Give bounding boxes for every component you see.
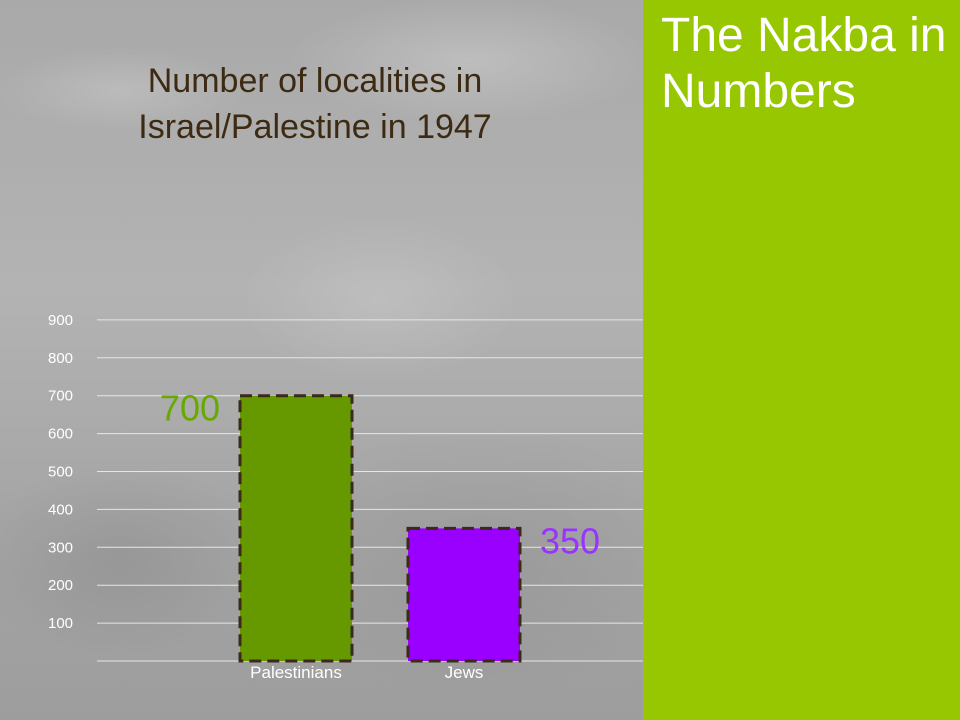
chart-title: Number of localities in Israel/Palestine… — [138, 62, 492, 146]
y-tick-label: 700 — [48, 388, 73, 405]
y-tick-label: 100 — [48, 615, 73, 632]
grid-layer — [97, 319, 643, 662]
x-tick-label: Palestinians — [250, 663, 342, 682]
sidebar-panel — [643, 0, 960, 720]
y-tick-label: 400 — [48, 501, 73, 518]
y-tick-label: 300 — [48, 539, 73, 556]
data-label: 700 — [160, 388, 220, 429]
y-axis-ticks: 100 200 300 400 500 600 700 800 900 — [48, 312, 73, 632]
x-tick-label: Jews — [445, 663, 484, 682]
slide-title: The Nakba in Numbers — [661, 9, 947, 118]
bar-jews — [406, 526, 522, 663]
bar-layer — [238, 394, 522, 663]
y-tick-label: 600 — [48, 426, 73, 443]
label-layer: Palestinians 700 Jews 350 — [160, 388, 600, 682]
y-tick-label: 200 — [48, 577, 73, 594]
y-tick-label: 800 — [48, 350, 73, 367]
y-tick-label: 900 — [48, 312, 73, 329]
data-label: 350 — [540, 520, 600, 561]
y-tick-label: 500 — [48, 464, 73, 481]
bar-palestinians — [238, 394, 354, 663]
bar-chart: 100 200 300 400 500 600 700 800 900 Palestinians… — [48, 312, 643, 682]
